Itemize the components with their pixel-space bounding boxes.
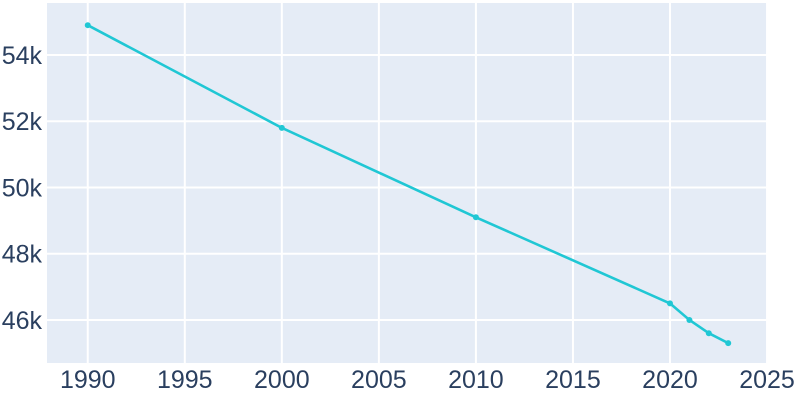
data-point-marker[interactable] <box>705 330 712 337</box>
x-axis-tick-label: 2020 <box>642 366 698 394</box>
data-point-marker[interactable] <box>278 124 285 131</box>
y-axis-tick-label: 50k <box>2 174 43 202</box>
x-axis-tick-label: 1995 <box>157 366 213 394</box>
x-axis-tick-label: 2015 <box>545 366 601 394</box>
x-axis-tick-label: 2000 <box>254 366 310 394</box>
y-axis-tick-label: 54k <box>2 42 43 70</box>
y-axis-tick-label: 48k <box>2 241 43 269</box>
data-point-marker[interactable] <box>725 340 732 347</box>
data-point-marker[interactable] <box>686 316 693 323</box>
y-axis-tick-label: 52k <box>2 108 43 136</box>
plot-area[interactable] <box>47 3 768 363</box>
data-point-marker[interactable] <box>84 22 91 29</box>
data-point-marker[interactable] <box>666 300 673 307</box>
x-axis-tick-label: 2005 <box>351 366 407 394</box>
x-axis-tick-label: 1990 <box>60 366 116 394</box>
x-axis-tick-label: 2010 <box>448 366 504 394</box>
data-point-marker[interactable] <box>472 214 479 221</box>
x-axis-tick-label: 2025 <box>739 366 795 394</box>
y-axis-tick-label: 46k <box>2 307 43 335</box>
